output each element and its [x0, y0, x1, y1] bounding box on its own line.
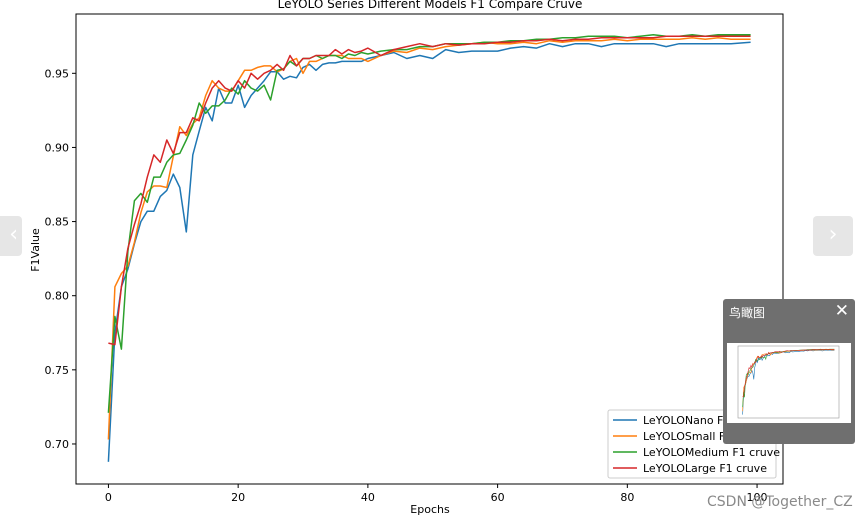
y-tick-label: 0.90	[45, 141, 70, 154]
minimap-background	[727, 343, 851, 423]
minimap-panel[interactable]: 鸟瞰图 ✕	[723, 299, 855, 444]
minimap-series	[742, 348, 835, 415]
x-tick-label: 40	[361, 491, 375, 504]
minimap-thumbnail[interactable]	[727, 343, 851, 423]
y-tick-label: 0.85	[45, 216, 70, 229]
axes-layer: 0 20 40 60 80 100 0.70 0.75 0.80 0.85 0.90 0.95	[45, 67, 768, 504]
series-layer	[107, 34, 751, 462]
minimap-series-line-4	[742, 349, 835, 397]
y-tick-label: 0.80	[45, 290, 70, 303]
legend-label: LeYOLOMedium F1 cruve	[643, 446, 780, 459]
watermark: CSDN @Together_CZ	[707, 494, 853, 510]
y-tick-label: 0.70	[45, 438, 70, 451]
x-tick-label: 80	[620, 491, 634, 504]
chevron-left-icon: ‹	[9, 222, 18, 247]
minimap-title: 鸟瞰图	[729, 306, 766, 320]
y-tick-label: 0.75	[45, 364, 70, 377]
chevron-right-icon: ›	[828, 222, 838, 247]
series-line-4	[108, 35, 751, 346]
previous-button[interactable]: ‹	[0, 216, 22, 256]
minimap-series-line-3	[742, 348, 835, 408]
series-line-1	[107, 41, 751, 462]
close-icon[interactable]: ✕	[834, 301, 849, 321]
x-tick-label: 100	[747, 491, 768, 504]
y-tick-label: 0.95	[45, 67, 70, 80]
chart-title: LeYOLO Series Different Models F1 Compar…	[278, 0, 583, 11]
legend-label: LeYOLONano F1	[643, 414, 730, 427]
y-axis-label: F1Value	[29, 228, 42, 272]
minimap-series-line-1	[742, 350, 835, 415]
x-tick-label: 20	[231, 491, 245, 504]
legend-label: LeYOLOLarge F1 cruve	[643, 462, 767, 475]
x-tick-label: 60	[491, 491, 505, 504]
series-line-3	[107, 34, 751, 413]
x-tick-label: 0	[105, 491, 112, 504]
next-button[interactable]: ›	[813, 216, 853, 256]
plot-frame	[75, 13, 784, 485]
minimap-frame	[737, 345, 840, 419]
x-axis-label: Epochs	[410, 503, 450, 516]
